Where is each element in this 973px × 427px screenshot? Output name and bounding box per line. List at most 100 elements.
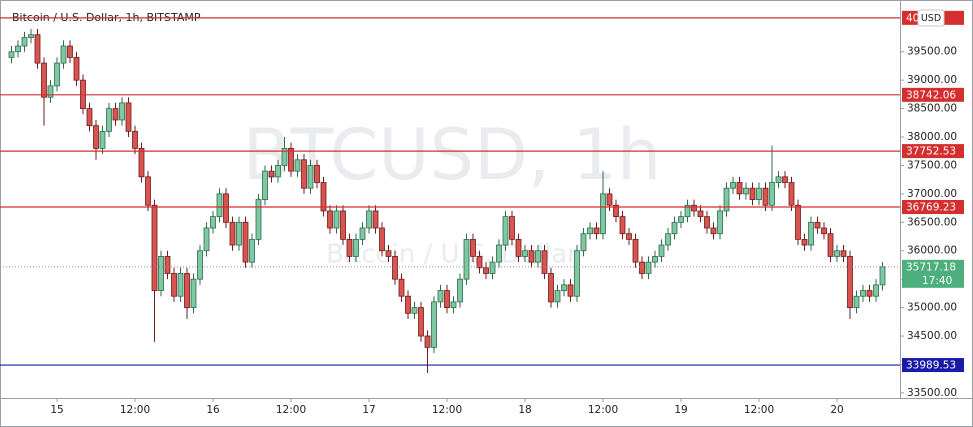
candle-body bbox=[275, 165, 281, 178]
candle-body bbox=[541, 250, 548, 274]
x-tick-label: 12:00 bbox=[120, 404, 150, 416]
candle-body bbox=[379, 227, 385, 252]
candle-body bbox=[418, 307, 424, 337]
candle-body bbox=[346, 238, 353, 257]
candle-body bbox=[385, 250, 392, 257]
candle-body bbox=[613, 204, 619, 218]
candle-body bbox=[600, 193, 606, 235]
currency-badge bbox=[917, 9, 945, 27]
candle-body bbox=[21, 37, 28, 47]
candle-body bbox=[106, 108, 112, 132]
x-tick-label: 12:00 bbox=[588, 404, 618, 416]
candle-body bbox=[821, 227, 827, 235]
candle-body bbox=[164, 256, 171, 274]
candle-body bbox=[359, 227, 366, 240]
candle-body bbox=[86, 108, 93, 127]
x-tick-label: 16 bbox=[206, 404, 220, 416]
candle-body bbox=[483, 267, 489, 274]
candle-body bbox=[593, 227, 600, 235]
candle-body bbox=[489, 261, 496, 274]
candle-body bbox=[736, 182, 743, 195]
candle-body bbox=[60, 45, 67, 64]
currency-label: USD bbox=[921, 13, 941, 24]
candle-body bbox=[327, 210, 333, 229]
candle-body bbox=[756, 187, 762, 200]
x-tick-label: 17 bbox=[362, 404, 375, 416]
candle-body bbox=[522, 250, 528, 257]
candle-body bbox=[502, 216, 509, 246]
candle-body bbox=[463, 238, 470, 280]
candle-body bbox=[587, 227, 593, 235]
candle-body bbox=[548, 273, 554, 303]
candle-body bbox=[457, 278, 463, 303]
candle-body bbox=[398, 278, 405, 297]
level-label: 37752.53 bbox=[906, 146, 956, 158]
candle-body bbox=[372, 210, 379, 229]
candle-body bbox=[684, 204, 691, 218]
candle-body bbox=[723, 187, 730, 212]
candle-body bbox=[444, 290, 450, 308]
countdown-label: 17:40 bbox=[922, 275, 952, 287]
last-price-label: 35717.18 bbox=[906, 261, 956, 273]
candle-body bbox=[392, 256, 398, 280]
candle-body bbox=[431, 301, 437, 348]
y-tick-label: 35000.00 bbox=[907, 302, 957, 314]
x-tick-label: 12:00 bbox=[276, 404, 306, 416]
candle-body bbox=[67, 45, 73, 58]
candle-body bbox=[509, 216, 515, 240]
last-price-bg bbox=[902, 259, 964, 288]
candle-body bbox=[366, 210, 372, 229]
x-tick-label: 12:00 bbox=[744, 404, 774, 416]
level-label-bg bbox=[902, 200, 964, 215]
level-label: 36769.23 bbox=[906, 202, 956, 214]
candle-body bbox=[138, 147, 145, 178]
candle-body bbox=[145, 176, 151, 206]
candle-body bbox=[294, 159, 301, 172]
candle-body bbox=[249, 238, 255, 263]
candle-body bbox=[697, 210, 704, 218]
x-tick-label: 20 bbox=[830, 404, 843, 416]
candle-body bbox=[41, 62, 47, 98]
y-tick-label: 37000.00 bbox=[907, 188, 957, 200]
candle-body bbox=[879, 266, 886, 286]
candle-body bbox=[307, 165, 314, 189]
y-tick-label: 36500.00 bbox=[907, 216, 957, 228]
candle-body bbox=[866, 290, 873, 297]
candle-body bbox=[606, 193, 613, 206]
candle-body bbox=[782, 176, 788, 183]
candle-body bbox=[561, 284, 567, 291]
candle-body bbox=[125, 102, 132, 132]
candle-body bbox=[184, 273, 190, 308]
candle-body bbox=[411, 307, 418, 314]
candle-body bbox=[236, 221, 242, 246]
candle-body bbox=[730, 182, 736, 189]
candle-body bbox=[470, 238, 476, 257]
candle-body bbox=[632, 238, 639, 263]
x-tick-label: 12:00 bbox=[432, 404, 462, 416]
candle-body bbox=[171, 273, 177, 297]
level-label-bg bbox=[902, 87, 964, 102]
candle-body bbox=[216, 193, 223, 218]
y-tick-label: 34500.00 bbox=[907, 330, 957, 342]
candle-body bbox=[437, 290, 444, 303]
candle-body bbox=[808, 221, 814, 246]
candle-body bbox=[229, 221, 236, 246]
candle-body bbox=[34, 34, 41, 64]
candle-body bbox=[73, 57, 80, 81]
candle-body bbox=[93, 125, 99, 149]
candle-body bbox=[54, 62, 60, 87]
x-tick-label: 15 bbox=[50, 404, 63, 416]
candle-body bbox=[645, 261, 652, 274]
candle-body bbox=[320, 182, 327, 212]
y-tick-label: 38000.00 bbox=[907, 131, 957, 143]
candle-body bbox=[158, 256, 164, 291]
candle-body bbox=[671, 221, 678, 235]
level-label-bg bbox=[902, 144, 964, 159]
candle-body bbox=[827, 233, 834, 257]
plot bbox=[8, 28, 886, 373]
level-label: 33989.53 bbox=[906, 360, 956, 372]
candle-body bbox=[554, 290, 561, 303]
candle-body bbox=[405, 295, 411, 314]
